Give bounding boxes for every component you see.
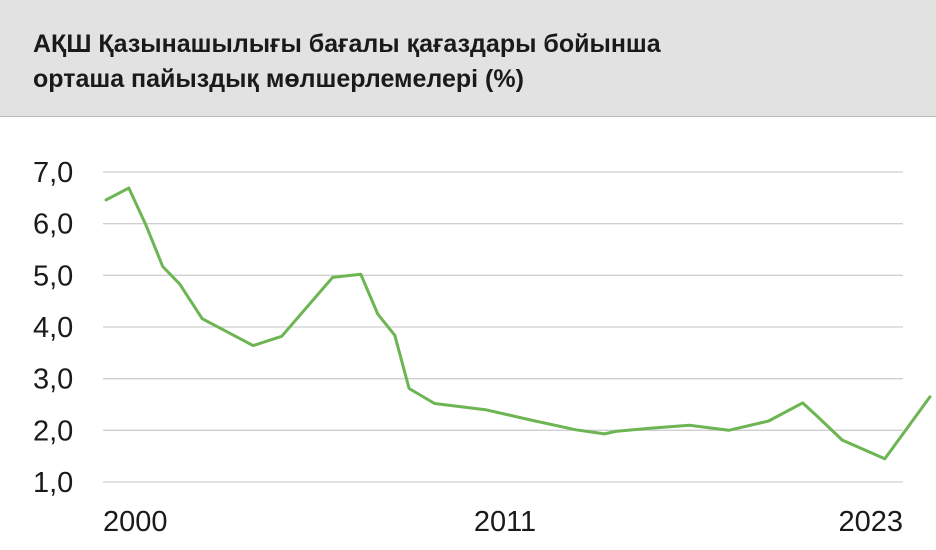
y-tick-label-3: 4,0 [33,312,73,344]
x-tick-label-2: 2023 [838,506,903,538]
y-tick-label-6: 1,0 [33,467,73,499]
x-tick-label-0: 2000 [103,506,168,538]
x-tick-label-1: 2011 [474,506,536,538]
chart-title-line-1: АҚШ Қазынашылығы бағалы қағаздары бойынш… [33,30,661,58]
x-axis-tick-labels: 2000 2011 2023 [103,506,903,538]
chart-title: АҚШ Қазынашылығы бағалы қағаздары бойынш… [33,27,893,97]
y-axis-tick-labels: 7,0 6,0 5,0 4,0 3,0 2,0 1,0 [33,157,73,499]
y-tick-label-0: 7,0 [33,157,73,189]
series-lines [104,186,932,461]
series-line-0 [104,186,932,461]
gridlines [103,171,903,483]
y-tick-label-1: 6,0 [33,209,73,241]
y-tick-label-5: 2,0 [33,415,73,447]
y-tick-label-4: 3,0 [33,364,73,396]
chart-title-line-2: орташа пайыздық мөлшерлемелері (%) [33,65,524,93]
chart-header: АҚШ Қазынашылығы бағалы қағаздары бойынш… [0,0,936,117]
y-tick-label-2: 5,0 [33,260,73,292]
